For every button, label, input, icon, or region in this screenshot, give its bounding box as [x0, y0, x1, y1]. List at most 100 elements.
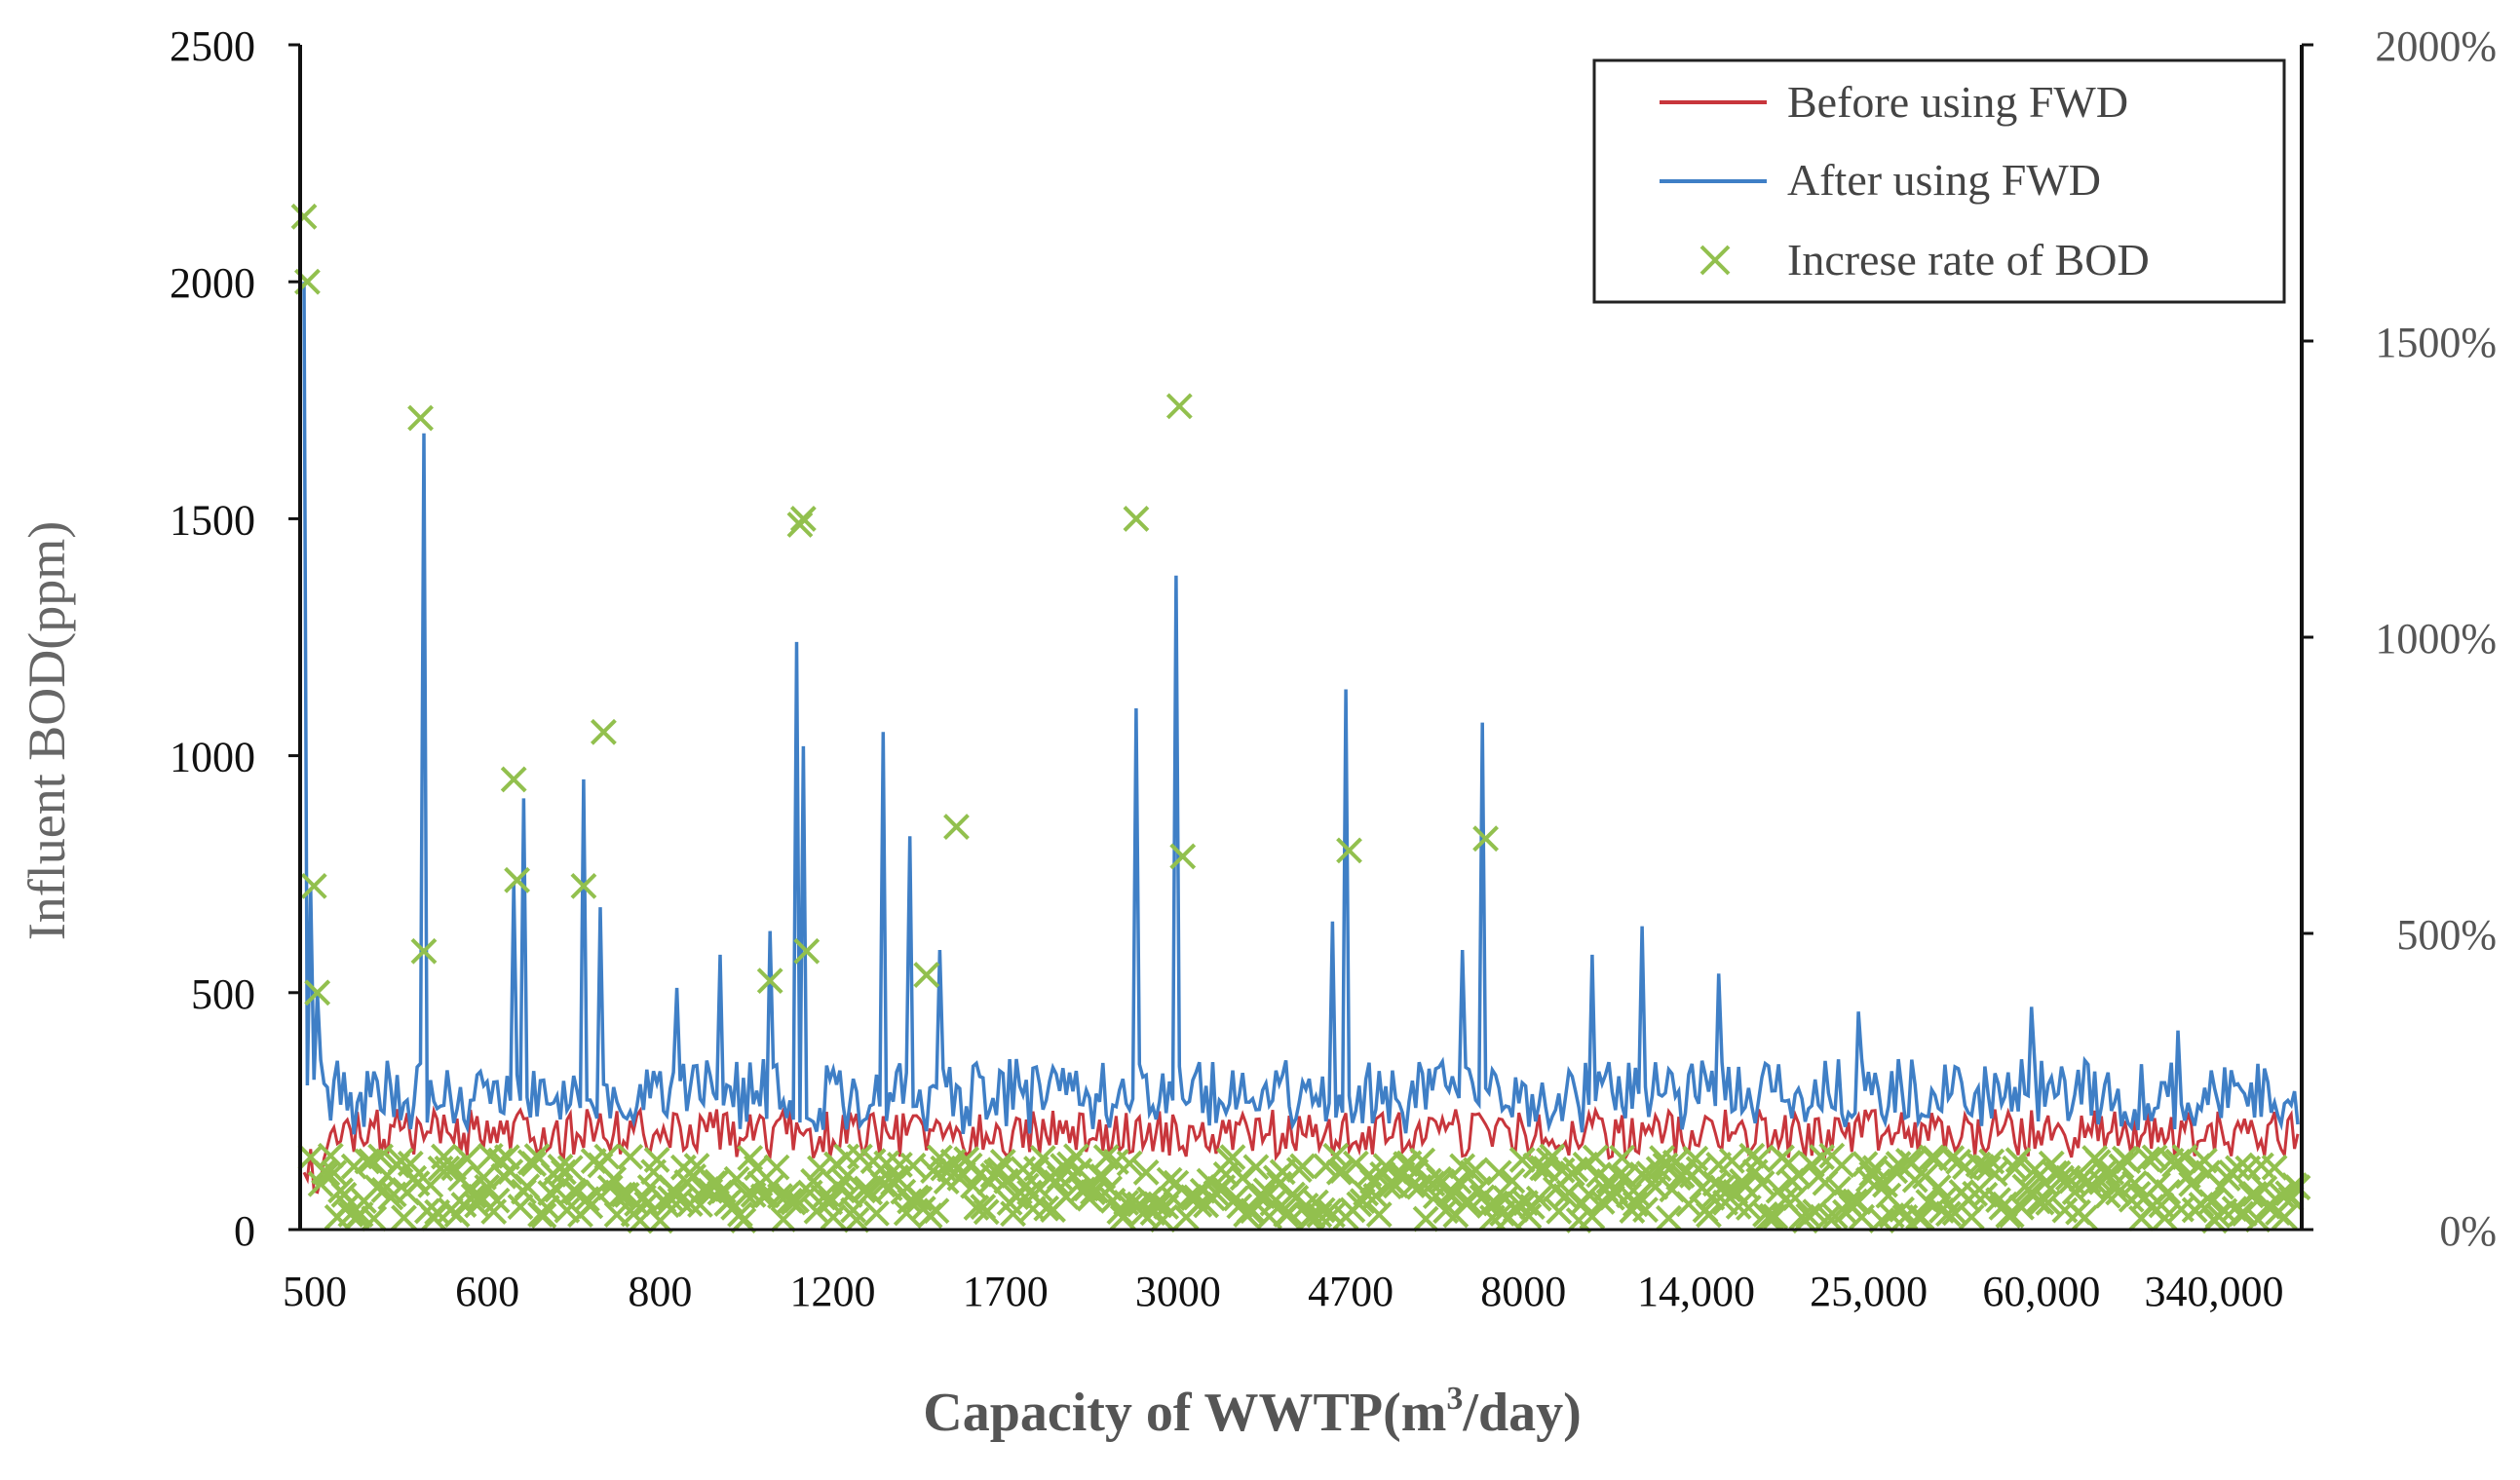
rate-marker — [300, 872, 327, 899]
x-axis-label: Capacity of WWTP(m3/day) — [923, 1381, 1582, 1443]
legend-rate-marker — [1699, 245, 1731, 276]
rate-marker — [1132, 1158, 1160, 1186]
rate-marker — [570, 872, 597, 899]
rate-marker — [1329, 1157, 1356, 1185]
rate-marker — [2002, 1155, 2029, 1182]
rate-marker — [833, 1143, 860, 1170]
rate-marker — [1814, 1203, 1842, 1231]
rate-marker — [500, 766, 527, 793]
rate-marker — [1515, 1202, 1543, 1230]
rate-marker — [1995, 1202, 2022, 1229]
rate-marker — [1962, 1180, 1989, 1207]
y-axis-label: Influent BOD(ppm) — [18, 521, 76, 940]
rate-marker — [2155, 1179, 2182, 1205]
rate-marker — [1958, 1203, 1985, 1231]
rate-marker — [1938, 1145, 1966, 1172]
right-tick-label: 500% — [2396, 911, 2497, 959]
before-fwd-line — [302, 1104, 2300, 1195]
rate-marker — [1029, 1145, 1056, 1171]
legend-rate-label: Increse rate of BOD — [1787, 235, 2150, 285]
rate-marker — [687, 1192, 713, 1218]
x-tick-label: 340,000 — [2145, 1268, 2284, 1315]
right-tick-label: 1000% — [2375, 615, 2497, 663]
rate-marker — [1576, 1181, 1602, 1208]
rate-marker — [2005, 1147, 2032, 1174]
rate-marker — [1052, 1184, 1080, 1210]
rate-marker — [367, 1143, 394, 1170]
right-y-axis-ticks: 0% 500% 1000% 1500% 2000% — [2302, 22, 2497, 1255]
rate-marker — [1802, 1198, 1829, 1226]
x-tick-label: 14,000 — [1637, 1268, 1755, 1315]
rate-marker — [756, 968, 783, 995]
rate-marker — [1656, 1204, 1682, 1232]
rate-marker — [2035, 1190, 2062, 1216]
rate-marker — [1546, 1197, 1573, 1225]
rate-marker — [1908, 1204, 1935, 1231]
rate-marker — [1934, 1200, 1962, 1228]
rate-marker — [829, 1166, 857, 1194]
rate-marker — [434, 1155, 461, 1182]
rate-marker — [321, 1159, 348, 1187]
rate-marker — [1971, 1181, 1999, 1208]
left-tick-label: 500 — [191, 970, 255, 1018]
rate-marker — [2228, 1200, 2255, 1228]
left-tick-label: 2000 — [170, 259, 255, 307]
rate-marker — [290, 203, 318, 230]
rate-marker — [2134, 1146, 2161, 1173]
rate-marker — [1889, 1195, 1915, 1223]
rate-marker — [2008, 1194, 2035, 1221]
rate-marker — [1748, 1170, 1775, 1196]
x-axis-label-main: Capacity of WWTP(m — [923, 1383, 1446, 1443]
rate-marker — [1472, 825, 1499, 853]
rate-marker — [361, 1205, 388, 1233]
x-tick-label: 600 — [455, 1268, 519, 1315]
rate-marker — [2151, 1204, 2178, 1232]
rate-marker — [1931, 1185, 1959, 1212]
rate-marker — [789, 505, 817, 532]
x-tick-label: 4700 — [1308, 1268, 1394, 1315]
x-tick-label: 800 — [628, 1268, 692, 1315]
plot-area — [290, 203, 2311, 1234]
legend: Before using FWD After using FWD Increse… — [1592, 58, 2286, 304]
x-axis-label-tail: /day) — [1462, 1383, 1581, 1443]
rate-marker — [1745, 1147, 1773, 1173]
x-axis-ticks: 500 600 800 1200 1700 3000 4700 8000 14,000 25,00… — [283, 1268, 2284, 1315]
rate-marker — [1123, 505, 1150, 532]
rate-marker — [2225, 1155, 2251, 1182]
rate-marker — [593, 1143, 621, 1170]
rate-marker — [869, 1171, 897, 1198]
rate-marker — [1825, 1175, 1852, 1202]
right-tick-label: 2000% — [2375, 22, 2497, 70]
rate-marker — [1905, 1203, 1932, 1231]
rate-marker — [474, 1173, 501, 1200]
rate-marker — [1336, 837, 1362, 864]
x-tick-label: 60,000 — [1982, 1268, 2100, 1315]
rate-marker — [643, 1146, 670, 1173]
right-tick-label: 1500% — [2375, 319, 2497, 366]
rate-marker — [1412, 1205, 1439, 1233]
rate-marker — [1809, 1144, 1835, 1170]
rate-marker — [1485, 1159, 1512, 1187]
rate-marker — [803, 1197, 830, 1225]
rate-marker — [716, 1188, 744, 1214]
rate-marker — [913, 962, 940, 988]
rate-marker — [1781, 1185, 1809, 1212]
rate-marker — [923, 1197, 950, 1225]
rate-marker — [1735, 1195, 1762, 1221]
rate-marker — [1828, 1152, 1855, 1179]
rate-marker — [1169, 843, 1197, 870]
x-tick-label: 1700 — [963, 1268, 1049, 1315]
rate-marker — [1033, 1195, 1060, 1222]
x-tick-label: 3000 — [1135, 1268, 1221, 1315]
rate-marker — [1116, 1150, 1143, 1177]
rate-marker — [1882, 1157, 1909, 1185]
rate-marker — [897, 1188, 924, 1215]
rate-marker — [1539, 1143, 1566, 1170]
rate-marker — [1129, 1200, 1157, 1227]
rate-marker — [1445, 1168, 1472, 1195]
rate-marker — [1725, 1193, 1752, 1220]
left-tick-label: 1000 — [170, 734, 255, 781]
rate-marker — [1349, 1188, 1376, 1215]
rate-marker — [1242, 1154, 1270, 1181]
